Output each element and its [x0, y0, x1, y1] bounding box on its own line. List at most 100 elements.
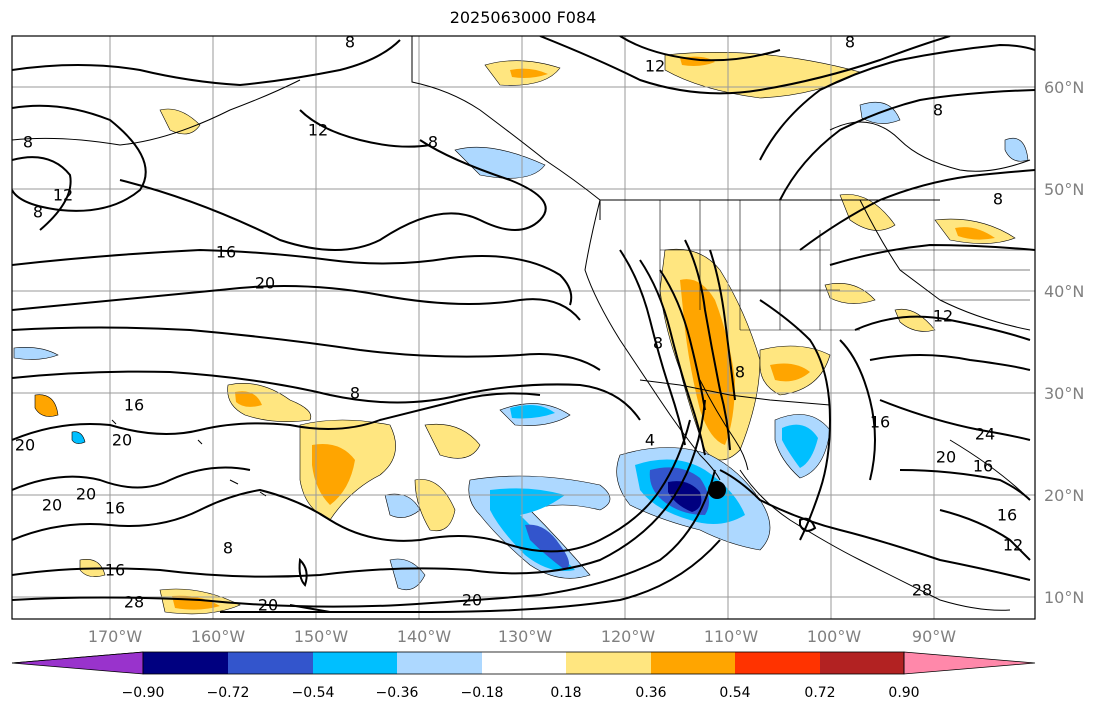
contour-label-16: 16 [216, 243, 236, 262]
contour-label-20: 20 [936, 448, 956, 467]
contour-label-16: 16 [973, 457, 993, 476]
colorbar-tick-label: −0.54 [292, 685, 335, 701]
colorbar: −0.90 −0.72 −0.54 −0.36 −0.18 0.18 0.36 … [11, 651, 1036, 701]
colorbar-right-extend [903, 651, 1036, 675]
colorbar-swatch [397, 652, 482, 674]
positive-anomaly-core [312, 444, 355, 505]
colorbar-swatch [313, 652, 397, 674]
lat-tick-label: 50°N [1044, 180, 1084, 199]
negative-anomaly-core [510, 404, 555, 419]
lat-tick-label: 40°N [1044, 282, 1084, 301]
contour-labels: 8 12 12 8 8 12 8 16 20 8 8 8 12 8 8 8 16… [15, 33, 1023, 615]
colorbar-swatch [566, 652, 651, 674]
colorbar-tick-label: 0.18 [550, 685, 581, 701]
lon-tick-label: 110°W [704, 627, 759, 646]
contour-label-8: 8 [428, 133, 438, 152]
contour-label-8: 8 [223, 539, 233, 558]
positive-anomaly-core [770, 363, 810, 382]
lat-tick-label: 30°N [1044, 384, 1084, 403]
contour-label-28: 28 [912, 581, 932, 600]
lon-tick-label: 130°W [498, 627, 553, 646]
contour-label-20: 20 [112, 431, 132, 450]
negative-anomaly-patch [1004, 137, 1029, 162]
contour-label-8: 8 [653, 334, 663, 353]
colorbar-tick-label: 0.72 [804, 685, 835, 701]
lat-tick-label: 60°N [1044, 78, 1084, 97]
lon-tick-label: 170°W [88, 627, 143, 646]
colorbar-tick-label: −0.72 [207, 685, 250, 701]
positive-anomaly-patch [824, 283, 876, 304]
contour-label-20: 20 [258, 596, 278, 615]
colorbar-swatch [820, 652, 904, 674]
positive-anomaly-patch [839, 194, 896, 231]
lon-tick-label: 100°W [807, 627, 862, 646]
colorbar-swatch [228, 652, 313, 674]
contour-label-12: 12 [308, 121, 328, 140]
negative-anomaly-patch [389, 558, 426, 591]
contour-label-24: 24 [975, 425, 995, 444]
colorbar-tick-label: 0.36 [635, 685, 666, 701]
contour-label-8: 8 [345, 33, 355, 52]
lon-tick-label: 160°W [191, 627, 246, 646]
negative-anomaly-patch [384, 493, 421, 518]
map-border [11, 35, 1036, 620]
map-title: 2025063000 F084 [449, 8, 597, 27]
colorbar-swatch [735, 652, 820, 674]
contour-label-12: 12 [1003, 536, 1023, 555]
lat-tick-label: 20°N [1044, 486, 1084, 505]
contour-label-16: 16 [124, 396, 144, 415]
lon-tick-label: 120°W [601, 627, 656, 646]
positive-anomaly-patch [424, 423, 481, 459]
contour-label-8: 8 [735, 363, 745, 382]
contour-label-20: 20 [255, 274, 275, 293]
contour-label-20: 20 [462, 591, 482, 610]
colorbar-tick-labels: −0.90 −0.72 −0.54 −0.36 −0.18 0.18 0.36 … [122, 685, 920, 701]
longitude-tick-labels: 170°W 160°W 150°W 140°W 130°W 120°W 110°… [88, 627, 956, 646]
contour-label-16: 16 [105, 561, 125, 580]
contour-label-8: 8 [33, 203, 43, 222]
colorbar-left-extend [11, 651, 144, 675]
colorbar-tick-label: 0.90 [888, 685, 919, 701]
contour-label-8: 8 [845, 33, 855, 52]
colorbar-tick-label: −0.18 [461, 685, 504, 701]
colorbar-swatch [482, 652, 566, 674]
negative-anomaly-core [782, 424, 818, 468]
lon-tick-label: 90°W [912, 627, 956, 646]
contour-label-28: 28 [124, 593, 144, 612]
contour-label-20: 20 [76, 485, 96, 504]
positive-anomaly-patch [894, 308, 936, 332]
negative-anomaly-core [525, 524, 569, 570]
storm-center-marker [708, 481, 726, 499]
negative-anomaly-patch [71, 431, 86, 444]
contour-label-8: 8 [23, 133, 33, 152]
positive-anomaly-core [510, 68, 548, 78]
contour-label-20: 20 [15, 436, 35, 455]
negative-anomaly-patch [13, 347, 59, 360]
contour-label-20: 20 [42, 496, 62, 515]
colorbar-tick-label: 0.54 [719, 685, 750, 701]
positive-anomaly-core [955, 227, 995, 240]
contour-label-4: 4 [645, 431, 655, 450]
contour-label-16: 16 [997, 506, 1017, 525]
coastlines [12, 36, 1031, 611]
colorbar-tick-label: −0.36 [376, 685, 419, 701]
contour-label-16: 16 [870, 413, 890, 432]
colorbar-swatch [143, 652, 228, 674]
colorbar-frame [142, 651, 905, 675]
contour-label-8: 8 [350, 384, 360, 403]
latitude-tick-labels: 60°N 50°N 40°N 30°N 20°N 10°N [1044, 78, 1084, 607]
state-borders [659, 200, 1030, 331]
negative-anomaly-core [668, 481, 702, 512]
lat-tick-label: 10°N [1044, 588, 1084, 607]
contour-label-12: 12 [933, 307, 953, 326]
lon-tick-label: 140°W [397, 627, 452, 646]
positive-anomaly-patch [34, 394, 59, 417]
positive-anomaly-core [235, 391, 262, 407]
height-contours [12, 36, 1035, 614]
contour-label-8: 8 [933, 101, 943, 120]
contour-label-8: 8 [993, 190, 1003, 209]
contour-label-12: 12 [645, 57, 665, 76]
contour-label-16: 16 [105, 499, 125, 518]
lon-tick-label: 150°W [294, 627, 349, 646]
